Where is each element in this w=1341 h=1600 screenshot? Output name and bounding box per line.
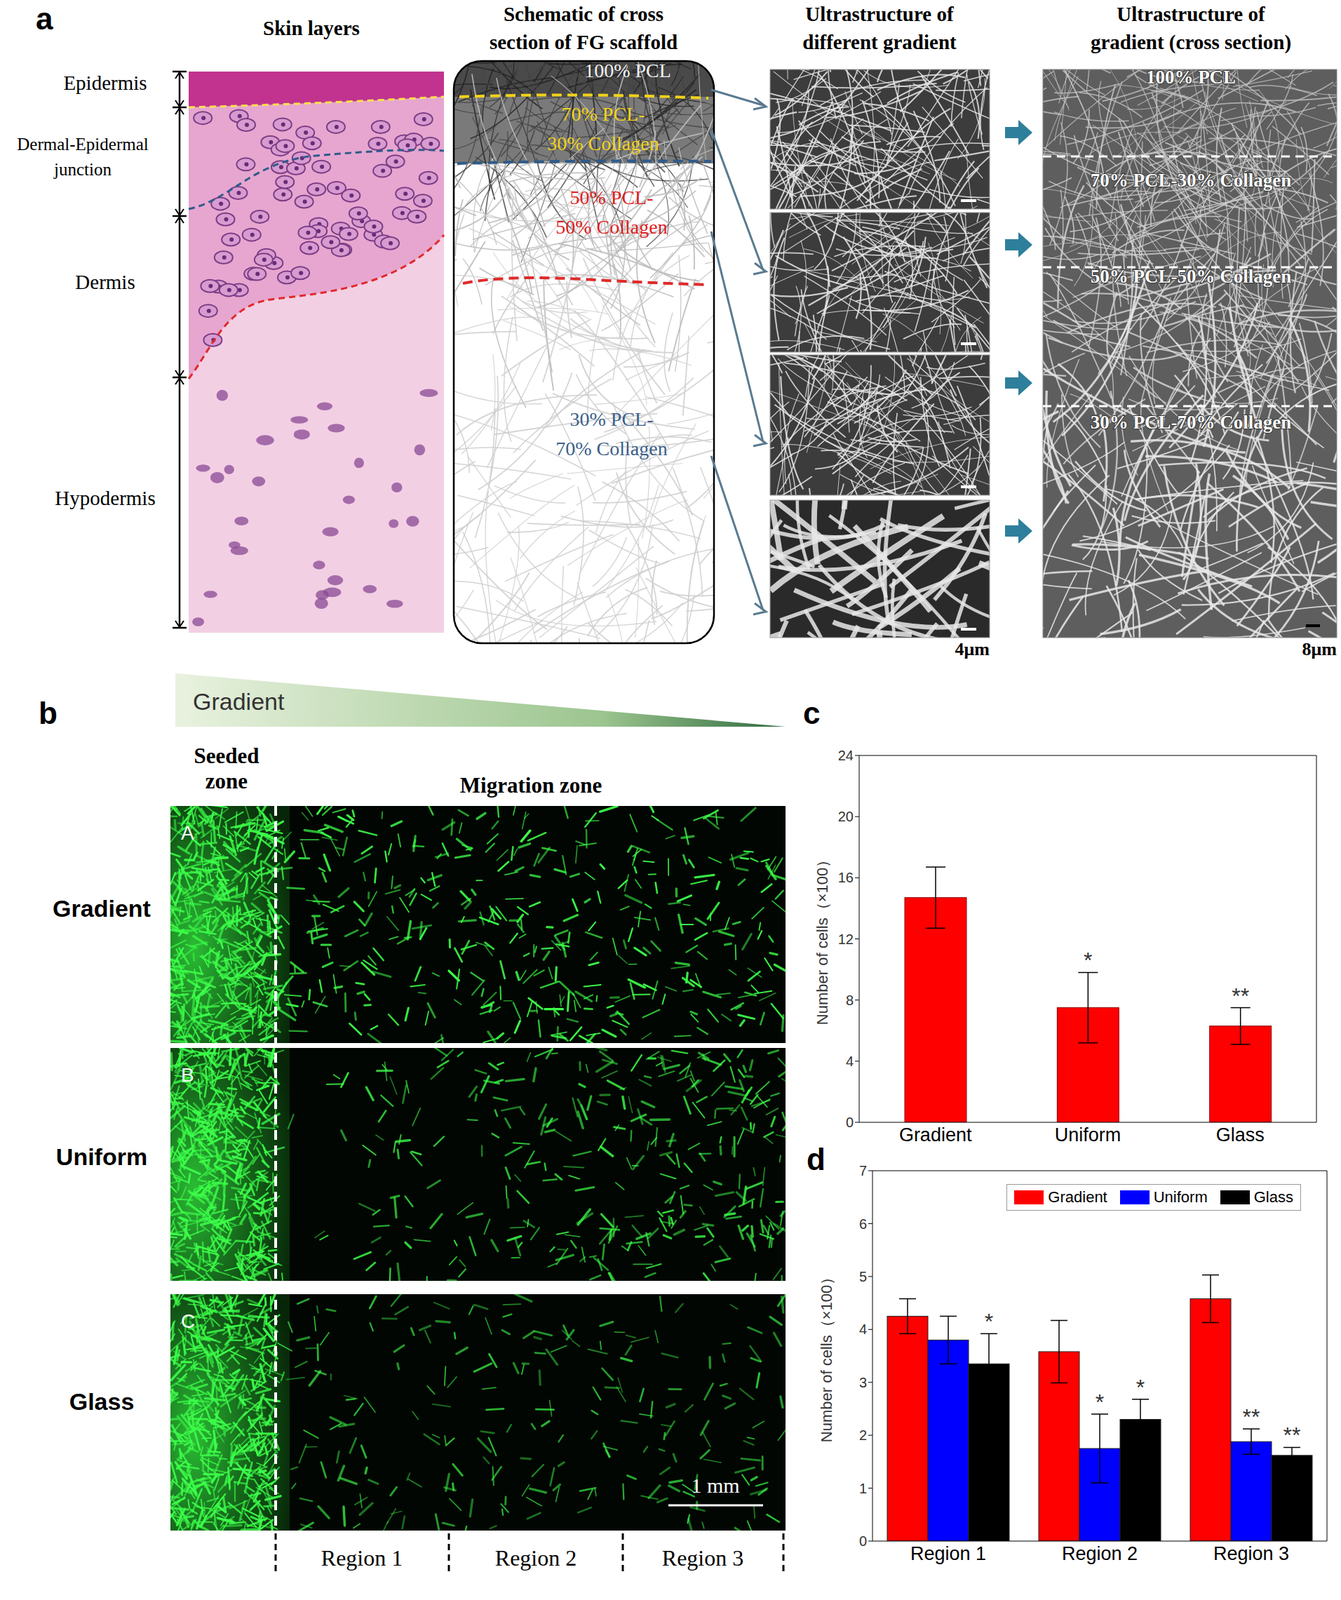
svg-text:Region 3: Region 3 <box>662 1545 744 1571</box>
svg-text:0: 0 <box>859 1533 867 1549</box>
svg-text:1 mm: 1 mm <box>690 1473 740 1497</box>
svg-text:4μm: 4μm <box>955 638 991 660</box>
svg-text:50% PCL-50% Collagen: 50% PCL-50% Collagen <box>555 186 667 238</box>
svg-text:C: C <box>180 1310 195 1332</box>
svg-text:4: 4 <box>859 1321 867 1337</box>
svg-text:Gradient: Gradient <box>52 894 151 922</box>
svg-text:8: 8 <box>845 992 854 1008</box>
svg-text:*: * <box>984 1308 994 1334</box>
svg-text:Region 2: Region 2 <box>1061 1542 1138 1565</box>
svg-text:*: * <box>1083 947 1093 973</box>
svg-text:B: B <box>180 1063 195 1086</box>
svg-text:30% PCL-70% Collagen: 30% PCL-70% Collagen <box>1090 411 1292 433</box>
svg-text:Skin layers: Skin layers <box>263 16 360 40</box>
html-text:Uniform: Uniform <box>1153 1188 1208 1206</box>
svg-text:Region 3: Region 3 <box>1213 1542 1290 1565</box>
svg-text:Ultrastructure ofgradient (cro: Ultrastructure ofgradient (cross section… <box>1090 2 1292 55</box>
svg-text:c: c <box>803 695 820 731</box>
svg-text:d: d <box>806 1141 826 1177</box>
svg-text:**: ** <box>1283 1422 1302 1448</box>
svg-text:**: ** <box>1242 1404 1261 1430</box>
svg-text:50% PCL-50% Collagen: 50% PCL-50% Collagen <box>1090 265 1292 287</box>
svg-text:Glass: Glass <box>69 1387 135 1415</box>
svg-text:12: 12 <box>838 931 854 947</box>
svg-text:Glass: Glass <box>1216 1124 1265 1146</box>
svg-text:70% PCL-30% Collagen: 70% PCL-30% Collagen <box>547 103 659 155</box>
svg-text:Hypodermis: Hypodermis <box>54 486 156 510</box>
svg-text:Gradient: Gradient <box>192 688 285 715</box>
svg-text:Gradient: Gradient <box>899 1124 973 1146</box>
svg-text:100% PCL: 100% PCL <box>584 59 672 82</box>
svg-text:Region 1: Region 1 <box>321 1545 403 1571</box>
svg-text:Region 2: Region 2 <box>495 1545 577 1571</box>
svg-text:Epidermis: Epidermis <box>63 71 147 94</box>
svg-text:Uniform: Uniform <box>1054 1124 1122 1146</box>
svg-text:Migration zone: Migration zone <box>460 772 602 798</box>
svg-text:4: 4 <box>845 1053 854 1069</box>
svg-text:Region 1: Region 1 <box>910 1542 987 1565</box>
svg-text:6: 6 <box>859 1216 867 1232</box>
svg-text:70% PCL-30% Collagen: 70% PCL-30% Collagen <box>1090 169 1292 191</box>
svg-text:Seededzone: Seededzone <box>194 743 260 794</box>
svg-text:a: a <box>35 1 54 36</box>
svg-text:24: 24 <box>838 747 854 764</box>
svg-text:16: 16 <box>838 869 854 886</box>
svg-text:Number of cells（×100）: Number of cells（×100） <box>817 1269 836 1442</box>
svg-text:Ultrastructure ofdifferent gra: Ultrastructure ofdifferent gradient <box>802 2 957 54</box>
svg-text:8μm: 8μm <box>1302 638 1336 660</box>
svg-text:100% PCL: 100% PCL <box>1146 66 1236 88</box>
svg-text:Dermis: Dermis <box>75 270 135 294</box>
svg-text:**: ** <box>1231 983 1250 1009</box>
html-text:Glass: Glass <box>1253 1188 1294 1206</box>
svg-text:2: 2 <box>859 1427 867 1443</box>
svg-text:5: 5 <box>859 1268 867 1285</box>
html-text:Gradient: Gradient <box>1048 1188 1108 1206</box>
svg-text:Schematic of crosssection of F: Schematic of crosssection of FG scaffold <box>489 2 678 54</box>
svg-text:*: * <box>1136 1374 1145 1400</box>
svg-text:*: * <box>1095 1389 1104 1415</box>
svg-text:1: 1 <box>859 1480 867 1497</box>
svg-text:30% PCL-70% Collagen: 30% PCL-70% Collagen <box>555 408 667 460</box>
svg-text:20: 20 <box>838 808 854 825</box>
svg-text:Uniform: Uniform <box>56 1143 148 1170</box>
svg-text:b: b <box>38 695 58 731</box>
svg-text:7: 7 <box>859 1162 867 1179</box>
svg-text:3: 3 <box>859 1374 867 1391</box>
svg-text:0: 0 <box>845 1114 854 1130</box>
svg-text:Number of cells（×100）: Number of cells（×100） <box>813 852 832 1025</box>
svg-text:Dermal-Epidermaljunction: Dermal-Epidermaljunction <box>16 134 148 179</box>
svg-text:A: A <box>180 821 195 844</box>
